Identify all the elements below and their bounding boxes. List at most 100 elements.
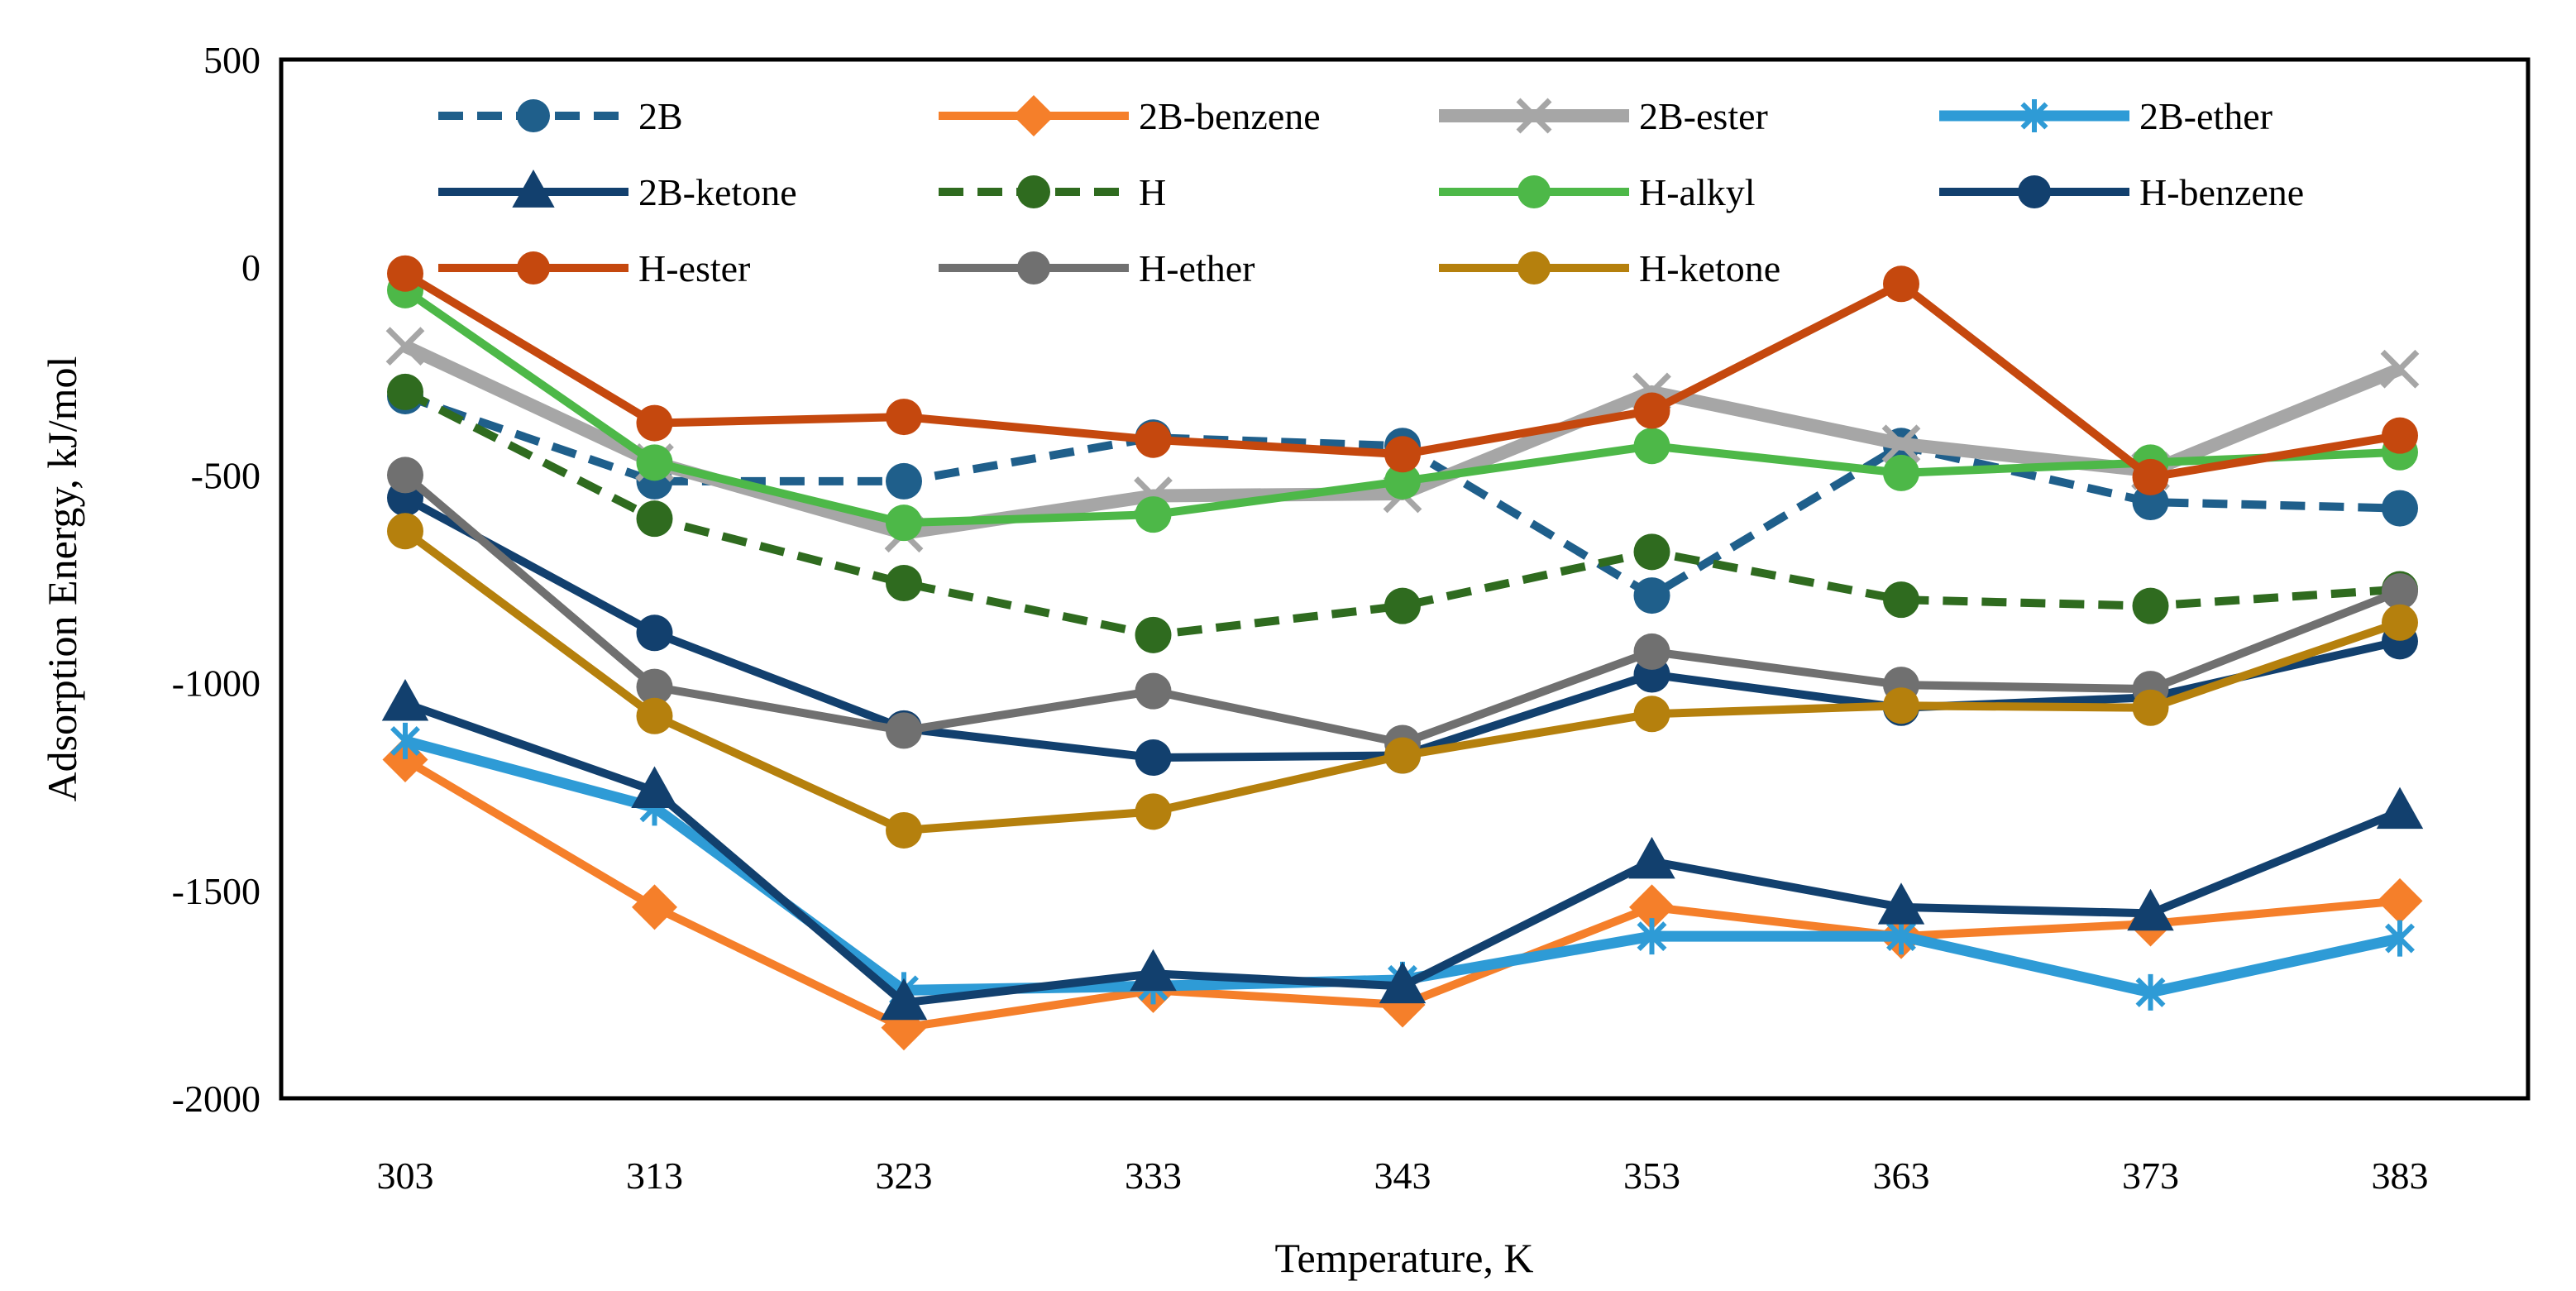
data-point-marker xyxy=(886,565,922,602)
data-point-marker xyxy=(1379,961,1427,1004)
data-point-marker xyxy=(387,373,423,410)
data-point-marker xyxy=(1633,392,1670,429)
data-point-marker xyxy=(1883,265,1919,303)
y-tick-label: 500 xyxy=(203,39,260,81)
data-point-marker xyxy=(2382,573,2418,610)
plot-frame xyxy=(279,57,2531,1101)
data-point-marker xyxy=(636,444,673,481)
data-point-marker xyxy=(1637,918,1667,955)
data-point-marker xyxy=(1633,577,1670,614)
data-point-marker xyxy=(1633,633,1670,670)
data-point-marker xyxy=(1135,793,1172,830)
x-tick-label: 323 xyxy=(876,1155,933,1197)
data-point-marker xyxy=(886,462,922,500)
data-point-marker xyxy=(2376,787,2424,830)
data-point-marker xyxy=(1628,836,1675,879)
data-point-marker xyxy=(1384,587,1421,624)
data-point-marker xyxy=(2135,973,2166,1011)
legend-label: H-ketone xyxy=(1639,247,1780,289)
data-point-marker xyxy=(1881,424,1921,464)
x-axis-ticks: 303 313 323 333 343 353 363 373 383 xyxy=(377,1155,2429,1197)
legend-label: 2B-ether xyxy=(2139,95,2273,137)
data-point-marker xyxy=(2132,587,2169,624)
data-point-marker xyxy=(1883,581,1919,619)
y-axis-title: Adsorption Energy, kJ/mol xyxy=(39,356,85,802)
data-point-marker xyxy=(1135,739,1172,777)
legend-label: 2B xyxy=(638,95,683,137)
legend-label: H-ester xyxy=(638,247,750,289)
data-point-marker xyxy=(1633,428,1670,465)
data-point-marker xyxy=(1384,436,1421,473)
x-tick-label: 383 xyxy=(2372,1155,2429,1197)
data-point-marker xyxy=(1013,95,1054,136)
series-2b-benzene xyxy=(382,737,2423,1051)
data-point-marker xyxy=(517,251,550,284)
data-point-marker xyxy=(1633,533,1670,571)
data-point-marker xyxy=(2382,604,2418,641)
legend: 2B 2B-benzene 2B-ester 2B-ether 2B-ketone H H-… xyxy=(438,95,2304,289)
data-point-marker xyxy=(2132,689,2169,726)
data-point-marker xyxy=(387,513,423,550)
legend-label: H xyxy=(1139,171,1166,213)
data-point-marker xyxy=(1633,696,1670,733)
series-line xyxy=(404,735,2402,998)
x-tick-label: 343 xyxy=(1374,1155,1431,1197)
legend-item: 2B-benzene xyxy=(939,95,1321,137)
data-point-marker xyxy=(631,766,678,809)
data-point-marker xyxy=(1883,687,1919,724)
data-point-marker xyxy=(636,404,673,442)
data-point-marker xyxy=(2382,490,2418,527)
data-point-marker xyxy=(632,884,677,930)
legend-item: 2B-ester xyxy=(1439,95,1768,137)
data-point-marker xyxy=(1384,462,1421,500)
data-point-marker xyxy=(390,722,420,759)
y-tick-label: -2000 xyxy=(172,1078,260,1120)
data-point-marker xyxy=(1517,175,1551,208)
legend-label: H-ether xyxy=(1139,247,1255,289)
x-tick-label: 363 xyxy=(1873,1155,1930,1197)
legend-label: H-benzene xyxy=(2139,171,2304,213)
data-point-marker xyxy=(1877,882,1925,925)
data-point-marker xyxy=(1135,421,1172,458)
data-point-marker xyxy=(381,679,429,721)
data-point-marker xyxy=(1135,496,1172,533)
data-point-marker xyxy=(387,457,423,494)
legend-item: H-alkyl xyxy=(1439,171,1756,213)
x-tick-label: 313 xyxy=(626,1155,683,1197)
series-line xyxy=(403,494,2402,763)
data-point-marker xyxy=(636,500,673,538)
data-point-marker xyxy=(385,327,425,366)
data-point-marker xyxy=(2385,920,2415,957)
data-point-marker xyxy=(886,399,922,436)
data-point-marker xyxy=(636,668,673,705)
legend-label: 2B-benzene xyxy=(1139,95,1321,137)
data-point-marker xyxy=(880,978,928,1021)
legend-item: H-benzene xyxy=(1939,171,2304,213)
legend-item: H xyxy=(939,171,1166,213)
y-tick-label: -500 xyxy=(191,454,260,496)
data-point-marker xyxy=(517,99,550,132)
legend-label: H-alkyl xyxy=(1639,171,1756,213)
legend-label: 2B-ester xyxy=(1639,95,1768,137)
x-tick-label: 373 xyxy=(2122,1155,2179,1197)
data-point-marker xyxy=(886,811,922,849)
legend-item: 2B-ether xyxy=(1939,95,2273,137)
y-tick-label: -1500 xyxy=(172,870,260,912)
data-point-marker xyxy=(2132,484,2169,521)
legend-item: H-ester xyxy=(438,247,750,289)
series-h-ester xyxy=(387,255,2418,495)
x-tick-label: 303 xyxy=(377,1155,434,1197)
series-h xyxy=(387,373,2418,653)
data-point-marker xyxy=(2380,349,2420,389)
data-point-marker xyxy=(1516,98,1552,134)
legend-label: 2B-ketone xyxy=(638,171,797,213)
x-tick-label: 353 xyxy=(1623,1155,1680,1197)
legend-item: 2B xyxy=(438,95,683,137)
data-point-marker xyxy=(2020,99,2048,132)
y-axis-ticks: 500 0 -500 -1000 -1500 -2000 xyxy=(172,39,260,1120)
x-tick-label: 333 xyxy=(1125,1155,1182,1197)
data-point-marker xyxy=(512,170,555,208)
data-point-marker xyxy=(1883,454,1919,491)
data-point-marker xyxy=(636,614,673,652)
